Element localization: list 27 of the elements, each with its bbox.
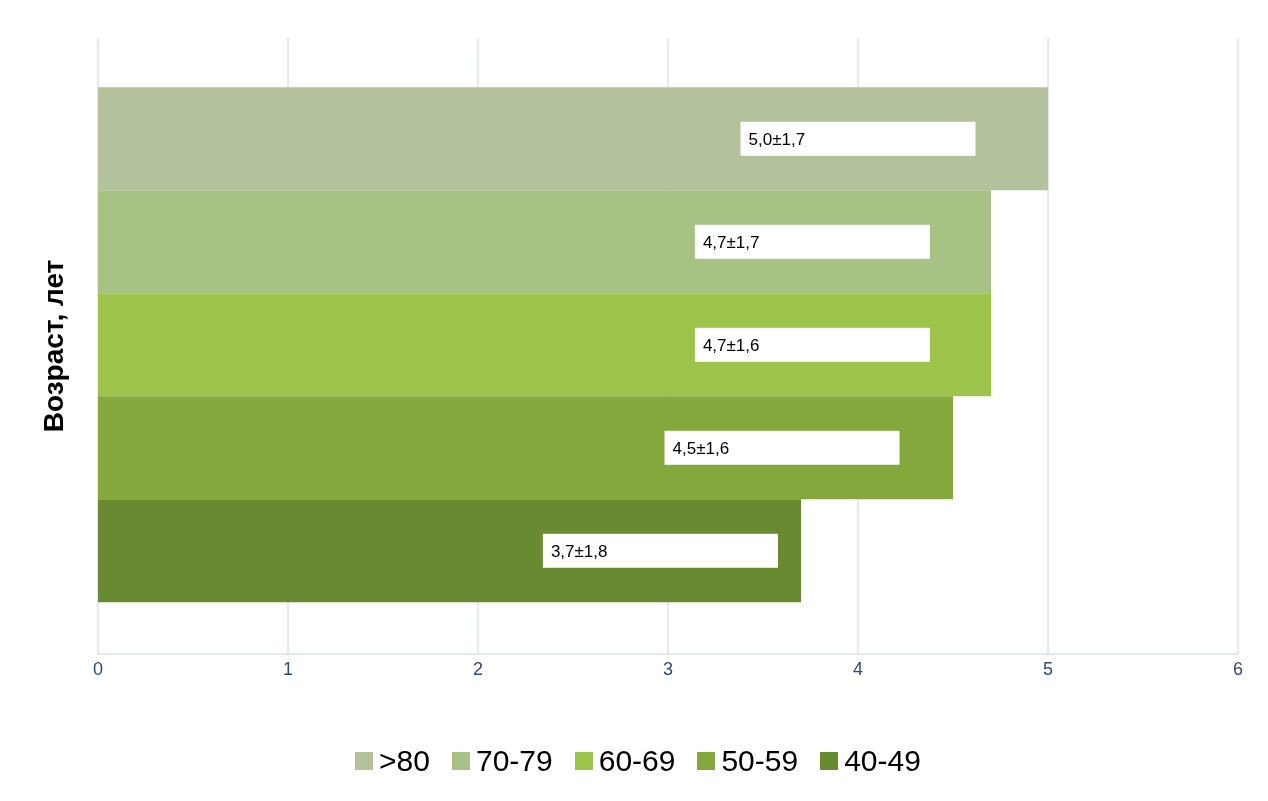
label-box: 4,5±1,6 [664,430,900,465]
label-box: 5,0±1,7 [740,121,976,156]
x-tick-label: 5 [1042,658,1054,679]
label-box: 4,7±1,6 [694,327,930,362]
y-axis-title: Возраст, лет [37,259,69,433]
bar [98,396,953,500]
bar [98,87,1048,191]
label-box: 3,7±1,8 [542,533,778,568]
x-tick-label: 3 [662,658,674,679]
data-label: 5,0±1,7 [748,129,806,149]
data-label: 4,5±1,6 [672,438,730,458]
legend-label: 40-49 [844,744,921,778]
label-box: 4,7±1,7 [694,224,930,259]
bar [98,190,991,294]
bar [98,293,991,397]
x-tick-label: 0 [92,658,104,679]
data-label: 4,7±1,6 [702,335,760,355]
x-tick-label: 6 [1232,658,1244,679]
x-tick-label: 1 [282,658,294,679]
x-tick-label: 2 [472,658,484,679]
x-tick-label: 4 [852,658,864,679]
legend-label: 70-79 [475,744,553,778]
legend-label: >80 [379,744,430,778]
legend-label: 60-69 [598,744,676,778]
data-label: 4,7±1,7 [702,232,760,252]
data-label: 3,7±1,8 [550,541,608,561]
legend-label: 50-59 [721,744,799,778]
